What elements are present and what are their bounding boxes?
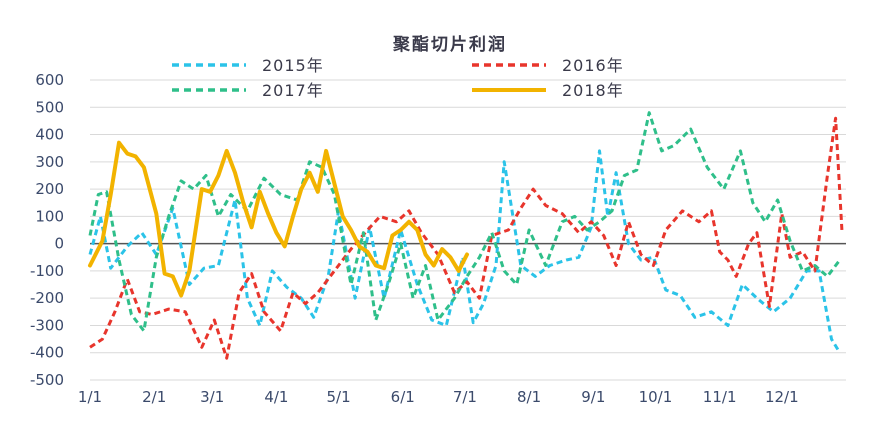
series-line-0: [88, 149, 842, 354]
series-line-1: [89, 116, 844, 360]
x-tick-label: 11/1: [703, 388, 737, 406]
legend: 2015年 2016年 2017年 2018年: [172, 56, 624, 100]
series-line-3: [88, 140, 469, 298]
y-axis-ticks: -500 -400 -300 -200 -100 0 100 200 300 400 500 600: [30, 71, 64, 389]
y-tick-label: -200: [30, 289, 64, 307]
series-line-2: [88, 111, 841, 333]
x-tick-label: 4/1: [264, 388, 288, 406]
y-tick-label: 200: [35, 180, 64, 198]
x-tick-label: 2/1: [142, 388, 166, 406]
x-tick-label: 12/1: [765, 388, 799, 406]
legend-item-2018: 2018年: [472, 81, 624, 100]
legend-item-2016: 2016年: [472, 56, 624, 75]
legend-label-2015: 2015年: [262, 56, 324, 75]
y-tick-label: 600: [35, 71, 64, 89]
x-tick-label: 6/1: [391, 388, 415, 406]
x-tick-label: 9/1: [581, 388, 605, 406]
chart-title: 聚酯切片利润: [392, 34, 507, 55]
x-tick-label: 8/1: [517, 388, 541, 406]
y-tick-label: 400: [35, 126, 64, 144]
x-tick-label: 7/1: [453, 388, 477, 406]
y-tick-label: 0: [54, 235, 64, 253]
y-tick-label: 500: [35, 98, 64, 116]
legend-label-2018: 2018年: [562, 81, 624, 100]
x-tick-label: 3/1: [200, 388, 224, 406]
legend-item-2017: 2017年: [172, 81, 324, 100]
y-tick-label: 300: [35, 153, 64, 171]
y-tick-label: -300: [30, 316, 64, 334]
x-tick-label: 10/1: [639, 388, 673, 406]
y-tick-label: -400: [30, 344, 64, 362]
legend-label-2017: 2017年: [262, 81, 324, 100]
y-tick-label: -100: [30, 262, 64, 280]
legend-item-2015: 2015年: [172, 56, 324, 75]
y-tick-label: -500: [30, 371, 64, 389]
x-axis-ticks: 1/1 2/1 3/1 4/1 5/1 6/1 7/1 8/1 9/1 10/1 11/1 12/1: [78, 388, 799, 406]
x-tick-label: 5/1: [326, 388, 350, 406]
y-tick-label: 100: [35, 207, 64, 225]
gridlines: [90, 79, 846, 381]
legend-label-2016: 2016年: [562, 56, 624, 75]
series-lines: [88, 111, 844, 360]
x-tick-label: 1/1: [78, 388, 102, 406]
